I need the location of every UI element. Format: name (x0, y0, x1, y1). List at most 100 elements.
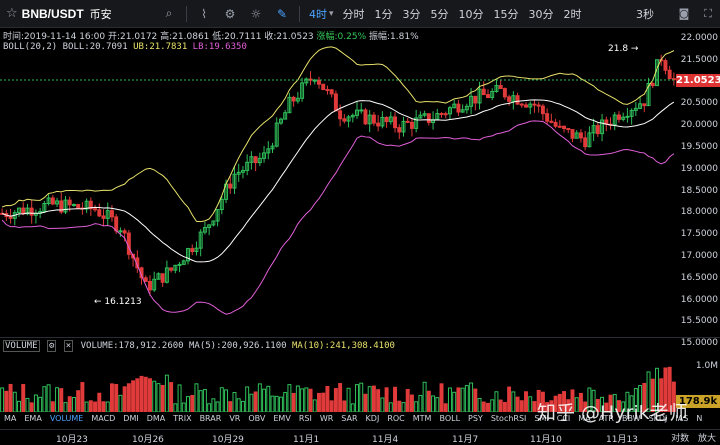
indicator-vr[interactable]: VR (229, 414, 241, 423)
interval-15m[interactable]: 15分 (493, 7, 519, 21)
top-toolbar: ☆ BNB/USDT 币安 ⌕ ⌇ ⚙ ☼ ✎ 4时 ▾ 分时 1分 3分 5分… (0, 0, 720, 28)
symbol-selector[interactable]: ☆ BNB/USDT 币安 (0, 6, 156, 22)
log-scale-button[interactable]: 对数 (671, 434, 690, 444)
indicator-macd[interactable]: MACD (91, 414, 116, 423)
candle (562, 125, 567, 130)
volume-bar (266, 385, 271, 412)
indicator-icon[interactable]: ⌇ (201, 6, 207, 21)
search-icon[interactable]: ⌕ (165, 6, 173, 20)
volume-bar (228, 401, 233, 412)
candle (160, 273, 165, 283)
candle (638, 103, 643, 109)
indicator-volume[interactable]: VOLUME (49, 414, 84, 423)
price-tick: 17.0000 (680, 251, 718, 261)
candle (570, 129, 575, 139)
volume-bar (490, 399, 495, 412)
camera-icon[interactable]: ◙ (678, 7, 690, 20)
indicator-kdj[interactable]: KDJ (365, 414, 380, 423)
settings-icon[interactable]: ⚙ (224, 6, 236, 21)
indicator-stochrsi[interactable]: StochRSI (490, 414, 527, 423)
ohlc-low: 低:20.7111 (212, 32, 262, 42)
indicator-cci[interactable]: CCI (556, 414, 571, 423)
volume-bar (321, 392, 326, 412)
indicator-ema[interactable]: EMA (24, 414, 42, 423)
ohlc-high: 高:21.0861 (160, 32, 210, 42)
candlestick-chart[interactable]: 21.8 → ← 16.1213 (0, 30, 676, 338)
indicator-smi[interactable]: SMI (534, 414, 549, 423)
volume-bar (186, 396, 190, 412)
indicator-dmi[interactable]: DMI (123, 414, 139, 423)
candle (397, 127, 402, 133)
volume-bar (469, 382, 474, 412)
candle (346, 116, 351, 122)
candle (545, 113, 550, 122)
candle (595, 125, 600, 135)
close-icon[interactable]: × (63, 340, 74, 352)
indicator-obv[interactable]: OBV (248, 414, 266, 423)
indicator-rsi[interactable]: RSI (298, 414, 312, 423)
interval-2h[interactable]: 2时 (563, 7, 582, 21)
volume-bar (164, 374, 169, 412)
indicator-n[interactable]: N (696, 414, 703, 423)
volume-bar (97, 392, 102, 412)
indicator-boll[interactable]: BOLL (439, 414, 461, 423)
theme-icon[interactable]: ☼ (250, 6, 262, 21)
candle (621, 116, 626, 120)
interval-3m[interactable]: 3分 (402, 7, 421, 21)
volume-bar (207, 403, 212, 412)
indicator-mtm[interactable]: MTM (412, 414, 432, 423)
volume-bar (633, 388, 638, 412)
price-tick: 15.0000 (680, 338, 718, 349)
axis-buttons: 对数 放大 (671, 431, 716, 444)
indicator-roc[interactable]: ROC (387, 414, 405, 423)
volume-bar (524, 391, 528, 412)
volume-bar (211, 398, 216, 412)
interval-10m[interactable]: 10分 (458, 7, 484, 21)
interval-timeline[interactable]: 分时 (342, 7, 365, 21)
volume-bar (570, 389, 575, 412)
indicator-trix[interactable]: TRIX (173, 414, 192, 423)
indicator-atr[interactable]: ATR (598, 414, 614, 423)
volume-bar (177, 384, 182, 412)
zoom-button[interactable]: 放大 (697, 434, 716, 444)
indicator-skdj[interactable]: SKDJ (648, 414, 668, 423)
price-tick: 18.0000 (680, 207, 718, 218)
indicator-brar[interactable]: BRAR (199, 414, 222, 423)
candle (532, 103, 537, 106)
candle (587, 132, 592, 148)
indicator-wr[interactable]: WR (319, 414, 334, 423)
indicator-dma[interactable]: DMA (146, 414, 166, 423)
indicator-psy[interactable]: PSY (468, 414, 483, 423)
indicator-emv[interactable]: EMV (273, 414, 291, 423)
chevron-down-icon[interactable]: ▾ (329, 8, 334, 19)
refresh-rate[interactable]: 3秒 (636, 7, 654, 21)
candle (439, 113, 444, 116)
candle (194, 247, 199, 253)
volume-bar (435, 397, 440, 412)
ohlc-time: 时间:2019-11-14 16:00 (3, 32, 106, 42)
draw-icon[interactable]: ✎ (276, 6, 288, 21)
interval-1m[interactable]: 1分 (374, 7, 393, 21)
volume-bar (600, 396, 605, 412)
candle (464, 105, 469, 111)
volume-bar (46, 384, 51, 412)
settings-icon[interactable]: ⚙ (46, 340, 57, 352)
indicator-bbw[interactable]: BBW (621, 414, 641, 423)
fullscreen-icon[interactable]: ⛶ (704, 6, 712, 20)
candle (283, 112, 288, 120)
indicator-ias[interactable]: IAS (675, 414, 689, 423)
star-icon[interactable]: ☆ (6, 6, 18, 21)
candle (633, 107, 638, 111)
indicator-ma[interactable]: MA (578, 414, 591, 423)
candle (405, 120, 410, 123)
volume-bar (384, 387, 389, 412)
interval-30m[interactable]: 30分 (528, 7, 554, 21)
volume-bar (629, 395, 634, 412)
volume-bar (4, 390, 9, 412)
candle (333, 93, 338, 112)
indicator-ma[interactable]: MA (4, 414, 17, 423)
interval-5m[interactable]: 5分 (430, 7, 449, 21)
volume-bar (76, 390, 81, 412)
indicator-sar[interactable]: SAR (341, 414, 358, 423)
interval-4h[interactable]: 4时 (309, 7, 327, 21)
